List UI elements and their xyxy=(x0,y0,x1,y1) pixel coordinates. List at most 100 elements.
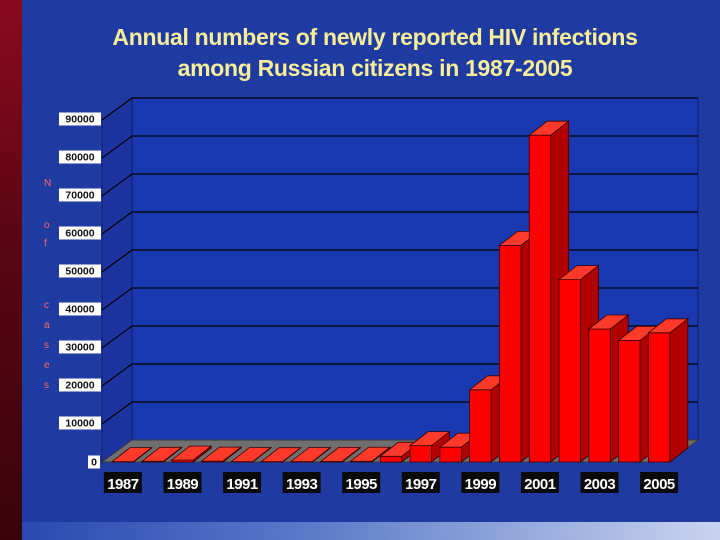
bar-front xyxy=(528,134,552,463)
x-axis-labels: 1987 1989 1991 1993 1995 1997 1999 2001 2003 2005 xyxy=(103,472,679,493)
bar-top xyxy=(408,431,451,447)
bar-front xyxy=(588,328,611,463)
bar-top xyxy=(647,318,689,334)
chart-bars xyxy=(111,120,689,463)
y-axis-label-letter: N xyxy=(44,178,51,189)
bar-front xyxy=(558,279,581,463)
bar-top xyxy=(230,447,272,463)
x-tick-label: 2001 xyxy=(524,476,556,493)
x-tick-label: 1989 xyxy=(167,476,199,493)
bar-front xyxy=(618,339,641,463)
y-axis-label-letter: c xyxy=(44,300,49,311)
bar-top xyxy=(111,447,153,463)
y-tick-label: 0 xyxy=(91,457,97,469)
y-tick-label: 50000 xyxy=(65,266,94,278)
bar-top xyxy=(528,120,570,136)
y-axis-label-letter: s xyxy=(44,380,49,391)
x-tick-label: 2005 xyxy=(643,476,675,493)
x-label-box xyxy=(223,472,262,493)
gridline-side xyxy=(101,97,133,121)
bar-front xyxy=(439,446,462,463)
x-tick-label: 1987 xyxy=(107,476,139,493)
bar xyxy=(230,446,272,463)
y-tick-label: 30000 xyxy=(65,342,94,354)
y-tick-label: 10000 xyxy=(65,418,94,430)
bar xyxy=(259,446,302,463)
y-tick-label-box xyxy=(59,378,101,392)
y-tick-label: 70000 xyxy=(65,190,94,202)
bar-top xyxy=(349,446,392,462)
bar-top xyxy=(557,265,600,281)
bar-front xyxy=(469,389,492,463)
bar-side xyxy=(669,317,689,463)
y-tick-label: 40000 xyxy=(65,304,94,316)
y-tick-label-box xyxy=(59,112,101,126)
x-tick-label: 1999 xyxy=(465,476,497,493)
bar xyxy=(200,446,243,463)
y-tick-label: 60000 xyxy=(65,228,94,240)
y-tick-label-box xyxy=(59,264,101,278)
bar-front xyxy=(409,445,432,463)
chart-side-wall xyxy=(101,97,133,463)
bar xyxy=(349,446,392,463)
x-tick-label: 1997 xyxy=(405,476,437,493)
bar-front xyxy=(379,455,403,463)
bar-top xyxy=(140,446,183,462)
x-label-box xyxy=(163,472,202,493)
gridline-side xyxy=(101,287,133,311)
y-tick-label-box xyxy=(59,302,101,316)
y-axis-label-letter: s xyxy=(44,340,49,351)
y-axis-label-letter: f xyxy=(44,238,47,249)
x-tick-label: 1995 xyxy=(346,476,378,493)
y-axis-label-letter: a xyxy=(44,320,50,331)
gridline-side xyxy=(101,211,133,235)
gridline-side xyxy=(101,325,133,349)
gridline-side xyxy=(101,135,133,159)
y-tick-label: 80000 xyxy=(65,152,94,164)
y-tick-label-box xyxy=(59,340,101,354)
gridline-side xyxy=(101,249,133,273)
gridline-side xyxy=(101,401,133,425)
bar xyxy=(408,430,451,463)
bar xyxy=(111,446,153,463)
x-label-box xyxy=(520,472,559,493)
bar xyxy=(140,446,183,463)
y-axis-label-letter: o xyxy=(44,220,50,231)
bar-top xyxy=(319,446,362,462)
x-label-box xyxy=(282,472,321,493)
x-tick-label: 2003 xyxy=(584,476,616,493)
chart-title: Annual numbers of newly reported HIV inf… xyxy=(60,22,690,84)
bar xyxy=(289,446,332,463)
bar-top xyxy=(587,314,630,330)
y-tick-label: 20000 xyxy=(65,380,94,392)
bar-top xyxy=(289,447,332,463)
bar xyxy=(319,446,362,463)
x-label-box xyxy=(103,472,142,493)
y-axis-label-letter: e xyxy=(44,360,50,371)
y-tick-label-box xyxy=(59,416,101,430)
x-tick-label: 1993 xyxy=(286,476,318,493)
bottom-decorative-strip xyxy=(22,522,720,540)
bar-top xyxy=(170,445,213,461)
y-tick-label: 90000 xyxy=(65,114,94,126)
left-decorative-strip xyxy=(0,0,22,540)
bar-front xyxy=(499,244,522,463)
chart-title-line-2: among Russian citizens in 1987-2005 xyxy=(177,55,573,81)
chart-title-line-1: Annual numbers of newly reported HIV inf… xyxy=(112,24,638,50)
x-label-box xyxy=(580,472,619,493)
x-label-box xyxy=(461,472,500,493)
y-tick-label-box xyxy=(59,188,101,202)
y-tick-label-box xyxy=(88,455,100,469)
bar-front xyxy=(647,332,671,463)
x-label-box xyxy=(640,472,679,493)
bar xyxy=(170,445,213,463)
y-axis-tick-labels: 0 10000 20000 30000 40000 50000 60000 70000 8000… xyxy=(59,112,101,469)
x-label-box xyxy=(401,472,440,493)
x-label-box xyxy=(342,472,381,493)
y-tick-label-box xyxy=(59,226,101,240)
gridline-side xyxy=(101,363,133,387)
bar-top xyxy=(200,446,243,462)
gridline-side xyxy=(101,173,133,197)
